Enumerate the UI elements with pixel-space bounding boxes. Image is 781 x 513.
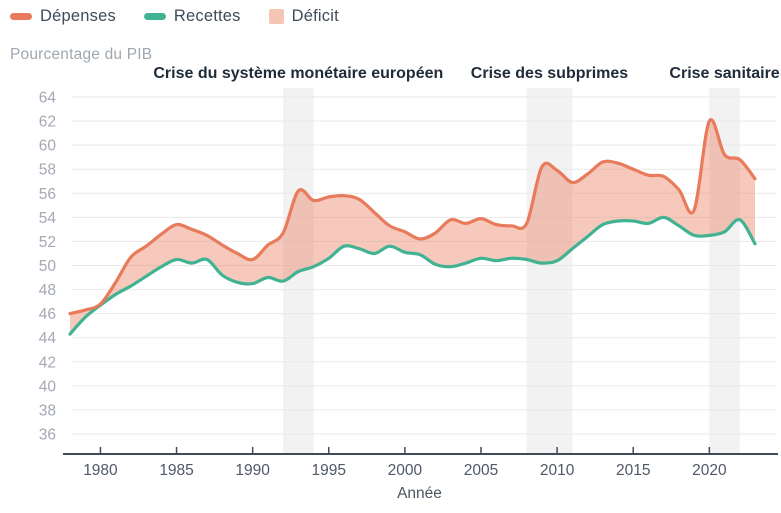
x-tick-label: 2005 [464, 462, 498, 479]
crisis-bands [283, 88, 740, 453]
legend-label-depenses: Dépenses [40, 7, 116, 25]
y-tick-label: 64 [39, 90, 57, 107]
x-axis-title: Année [397, 485, 442, 502]
crisis-band [709, 88, 740, 453]
y-tick-label: 44 [39, 330, 57, 347]
y-tick-label: 48 [39, 282, 56, 299]
y-tick-label: 54 [39, 210, 57, 227]
gridlines [72, 96, 776, 435]
y-tick-label: 62 [39, 114, 56, 131]
y-tick-label: 46 [39, 306, 56, 323]
x-tick-label: 1985 [159, 462, 193, 479]
recettes-line-swatch-icon [143, 13, 166, 20]
depenses-line-swatch-icon [10, 13, 32, 20]
y-tick-label: 38 [39, 402, 56, 419]
y-tick-label: 42 [39, 354, 56, 371]
crisis-annotation-label: Crise du système monétaire européen [153, 65, 443, 82]
deficit-area-swatch-icon [268, 9, 284, 24]
x-axis: 1980 1985 1990 1995 2000 2005 2010 2015 2020 Anné… [63, 447, 778, 502]
y-tick-label: 58 [39, 162, 56, 179]
y-tick-label: 40 [39, 378, 57, 395]
y-tick-label: 36 [39, 427, 56, 444]
y-axis-unit-label: Pourcentage du PIB [10, 46, 153, 63]
legend-item-deficit[interactable]: Déficit [268, 7, 339, 26]
crisis-annotation-label: Crise sanitaire [669, 65, 779, 82]
deficit-area [70, 119, 755, 335]
legend: Dépenses Recettes Déficit [10, 7, 339, 26]
y-tick-label: 60 [39, 138, 57, 155]
legend-item-recettes[interactable]: Recettes [143, 7, 241, 26]
x-tick-label: 1995 [312, 462, 346, 479]
legend-item-depenses[interactable]: Dépenses [10, 7, 116, 26]
y-tick-label: 56 [39, 186, 56, 203]
y-tick-label: 52 [39, 234, 56, 251]
x-tick-label: 2000 [388, 462, 423, 479]
legend-label-recettes: Recettes [173, 7, 241, 25]
crisis-band [526, 88, 573, 453]
depenses-line [68, 118, 757, 316]
crisis-annotation-label: Crise des subprimes [471, 65, 629, 82]
annotations: Crise du système monétaire européen Crise… [153, 65, 779, 82]
x-tick-label: 2015 [616, 462, 650, 479]
y-axis-labels: 36 38 40 42 44 46 48 50 52 54 56 58 60 62 64 [39, 90, 57, 444]
x-tick-label: 1980 [83, 462, 118, 479]
x-tick-label: 1990 [235, 462, 270, 479]
y-tick-label: 50 [39, 258, 57, 275]
recettes-line [68, 215, 757, 336]
legend-label-deficit: Déficit [291, 7, 339, 25]
x-tick-label: 2010 [540, 462, 575, 479]
x-tick-label: 2020 [692, 462, 727, 479]
